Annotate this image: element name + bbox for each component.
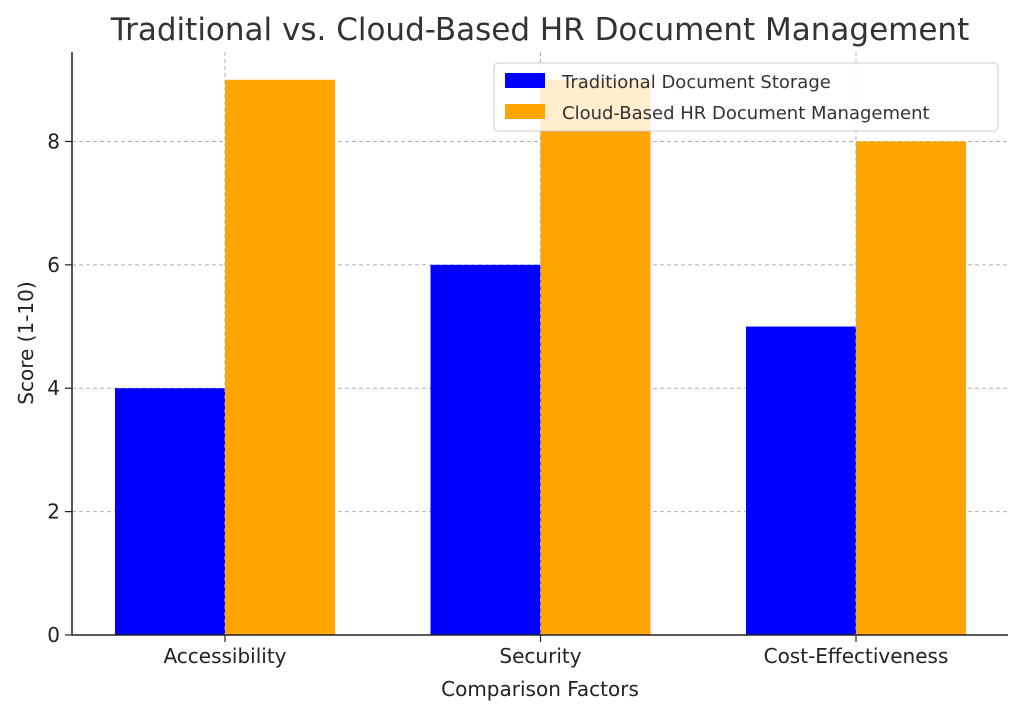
x-tick-label: Security [499,644,581,668]
legend: Traditional Document Storage Cloud-Based… [493,62,999,132]
bar-traditional-cost-effectiveness [746,326,856,635]
y-tick-label: 4 [47,376,60,400]
y-tick-label: 8 [47,129,60,153]
y-tick-label: 2 [47,500,60,524]
legend-label-traditional: Traditional Document Storage [561,72,831,93]
y-tick-label: 6 [47,253,60,277]
bar-cloud-security [540,79,651,635]
legend-label-cloud: Cloud-Based HR Document Management [562,103,930,124]
bars [115,79,966,636]
legend-swatch-cloud [505,104,545,119]
bar-cloud-cost-effectiveness [856,141,966,636]
x-tick-label: Cost-Effectiveness [764,644,949,668]
bar-traditional-accessibility [115,388,225,635]
x-tick-label: Accessibility [163,644,286,668]
y-ticks: 0 2 4 6 8 [47,129,72,647]
bar-traditional-security [430,264,541,635]
x-axis-label: Comparison Factors [441,677,639,701]
y-axis-label: Score (1-10) [14,281,38,404]
vertical-gridlines [224,52,857,635]
chart-title: Traditional vs. Cloud-Based HR Document … [110,12,969,48]
legend-swatch-traditional [505,73,545,88]
bar-cloud-accessibility [225,79,335,635]
legend-box [493,62,999,132]
x-ticks: Accessibility Security Cost-Effectiveness [163,635,948,668]
y-tick-label: 0 [47,623,60,647]
